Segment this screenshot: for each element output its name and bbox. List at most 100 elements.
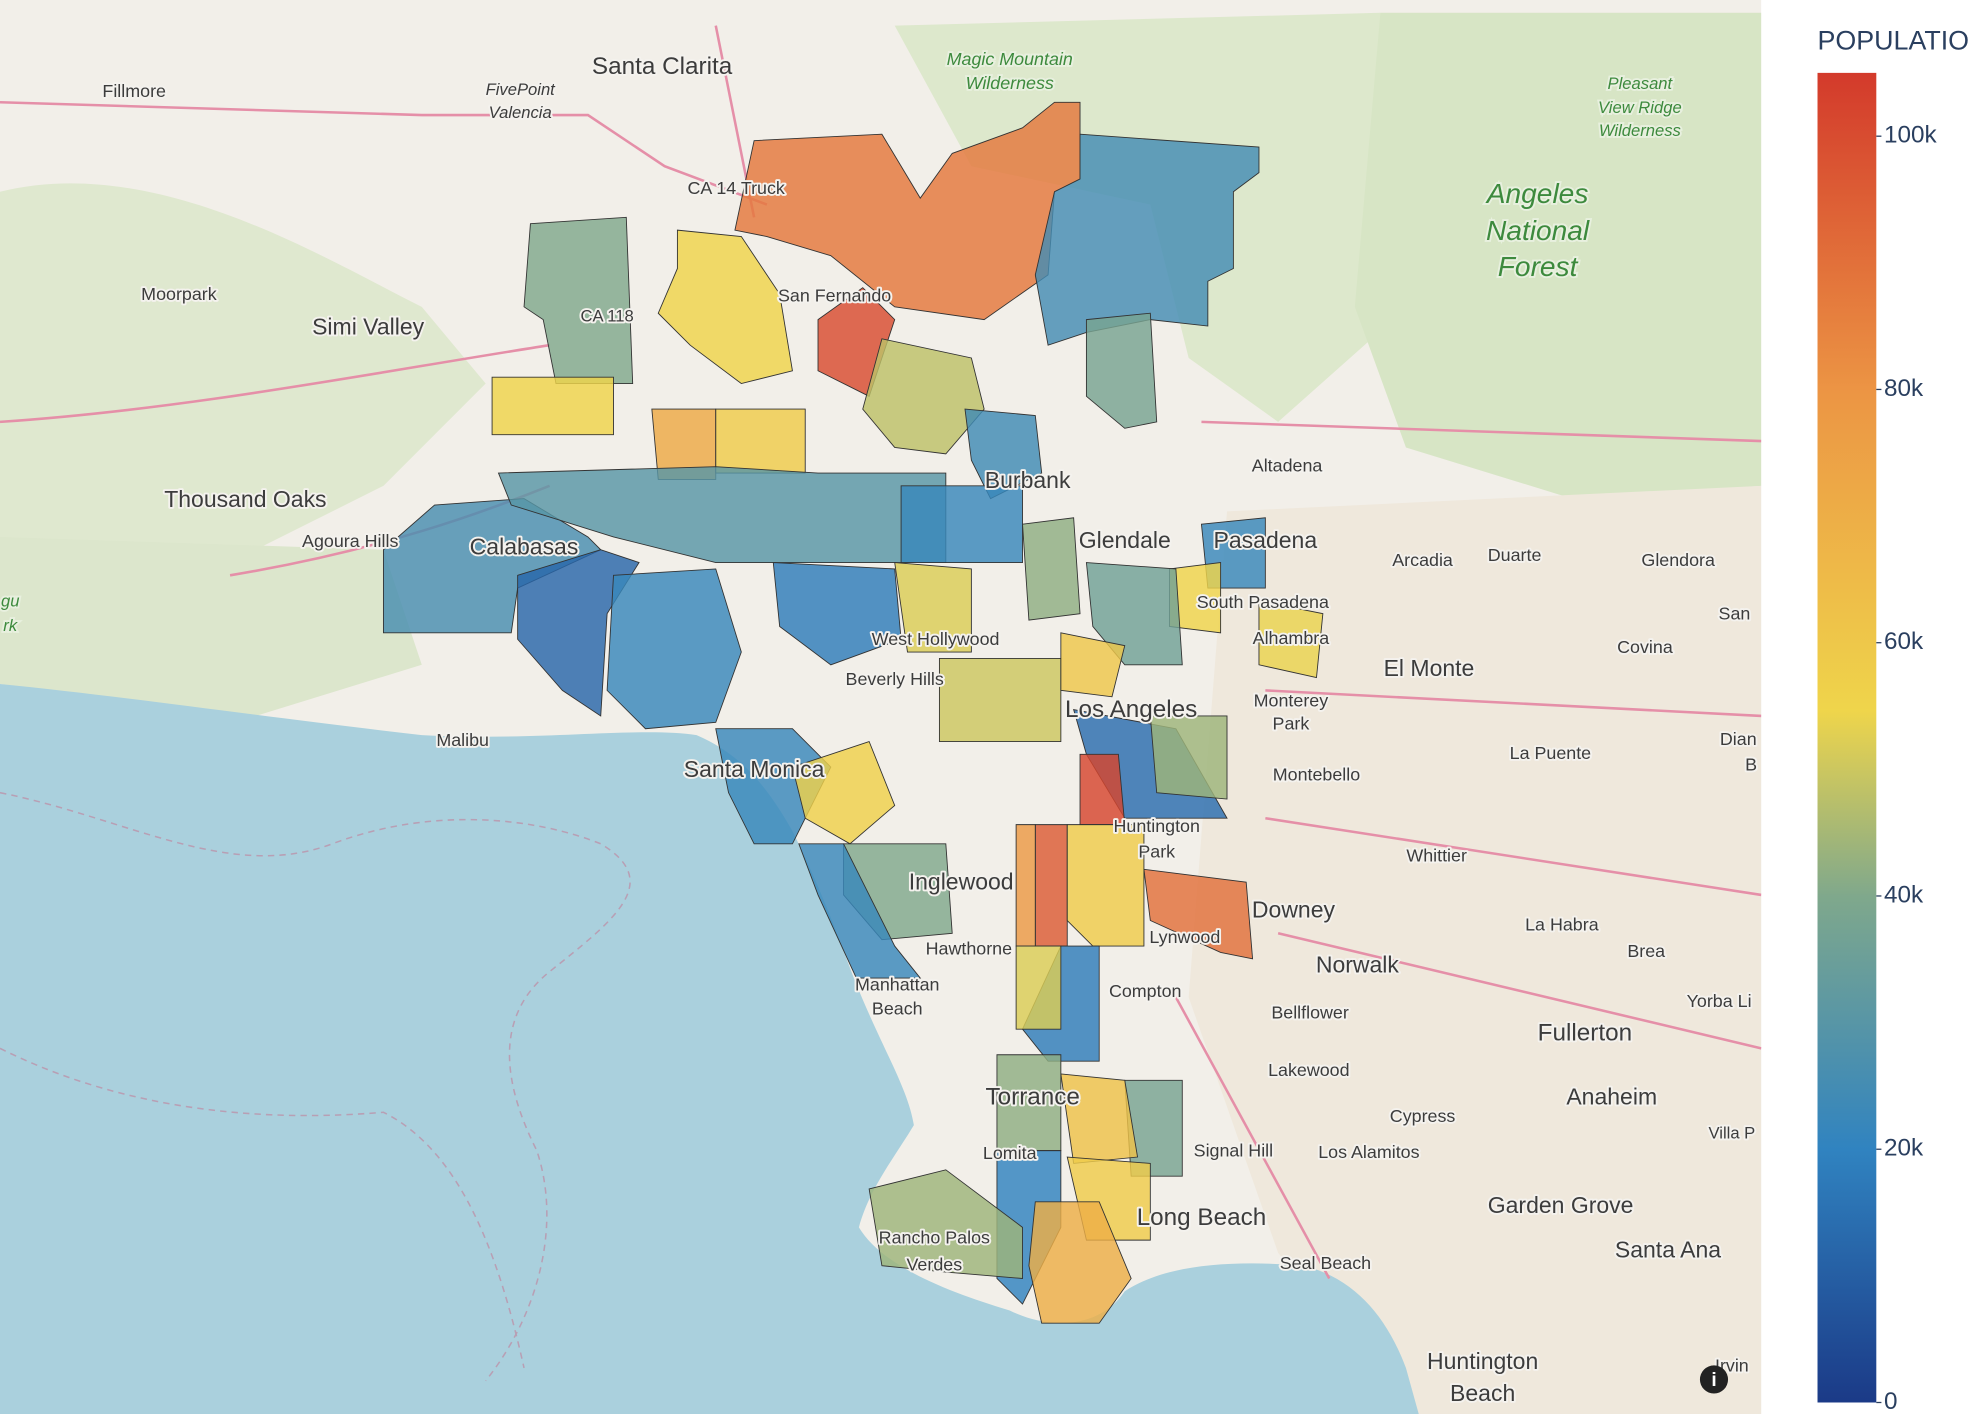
place-label: Huntington [1427, 1348, 1538, 1374]
place-label: Lomita [983, 1143, 1037, 1163]
region [894, 562, 972, 653]
place-label: B [1745, 755, 1757, 775]
park-area [0, 183, 486, 601]
place-label: Manhattan [855, 974, 939, 994]
place-label: Long Beach [1137, 1204, 1267, 1231]
place-label: San [1719, 604, 1751, 624]
region [1015, 945, 1062, 1030]
region [1079, 753, 1126, 826]
region [1143, 868, 1254, 960]
region [657, 229, 793, 385]
region [1060, 1073, 1139, 1164]
place-label: La Habra [1525, 914, 1599, 934]
place-label: San Fernando [778, 285, 891, 305]
regions [382, 101, 1324, 1324]
place-label: Glendora [1641, 550, 1715, 570]
place-label: Altadena [1252, 455, 1323, 475]
place-label: Duarte [1488, 545, 1542, 565]
place-label: Thousand Oaks [164, 486, 326, 512]
forest-area [1354, 12, 1762, 499]
region [715, 408, 806, 474]
place-label: Wilderness [966, 73, 1054, 93]
place-label: Fillmore [102, 81, 166, 101]
place-label: Monterey [1254, 691, 1329, 711]
place-label: Garden Grove [1488, 1192, 1634, 1218]
place-label: Malibu [436, 730, 489, 750]
colorbar: POPULATIO 0 20k 40k 60k 80k 100k [1817, 25, 1969, 1414]
place-label: Covina [1617, 637, 1673, 657]
place-label: Hawthorne [926, 939, 1012, 959]
place-label: Agoura Hills [302, 531, 398, 551]
region [900, 485, 1023, 563]
region [791, 740, 896, 845]
place-label: Verdes [906, 1254, 962, 1274]
place-label: Montebello [1273, 765, 1360, 785]
place-label: FivePoint [486, 80, 557, 99]
place-label: CA 118 [580, 306, 633, 325]
region [862, 338, 985, 455]
place-label: Huntington [1113, 816, 1199, 836]
place-label: Calabasas [470, 534, 579, 560]
place-label: Los Angeles [1065, 696, 1197, 723]
place-label: Los Alamitos [1318, 1142, 1419, 1162]
place-label: South Pasadena [1197, 592, 1329, 612]
place-label: gu [1, 592, 19, 611]
region [715, 728, 832, 845]
place-label: Alhambra [1253, 628, 1330, 648]
place-label: Pleasant [1608, 74, 1674, 93]
place-label: West Hollywood [872, 629, 1000, 649]
place-label: Beverly Hills [846, 669, 944, 689]
info-button[interactable] [1699, 1365, 1729, 1394]
urban-area [1188, 485, 1762, 1414]
place-label: Compton [1109, 981, 1182, 1001]
place-label: Glendale [1079, 527, 1171, 553]
place-label: Park [1138, 841, 1175, 861]
region [798, 843, 922, 979]
place-label: Wilderness [1599, 121, 1681, 140]
place-label: Brea [1627, 941, 1665, 961]
region [1066, 824, 1145, 947]
place-label: Park [1273, 714, 1310, 734]
place-label: rk [3, 616, 18, 635]
place-label: Fullerton [1538, 1020, 1632, 1047]
ocean [0, 683, 1419, 1414]
region [606, 568, 742, 730]
region [1060, 632, 1126, 698]
place-label: Lakewood [1268, 1060, 1349, 1080]
info-icon: i [1711, 1370, 1716, 1391]
colorbar-tick-label: 60k [1884, 628, 1924, 655]
place-label: Magic Mountain [947, 49, 1073, 69]
colorbar-gradient [1817, 72, 1877, 1403]
region [1034, 133, 1260, 346]
place-label: Angeles [1485, 178, 1589, 209]
region [1034, 824, 1068, 947]
maritime-boundary [0, 1047, 525, 1369]
place-label: Rancho Palos [879, 1228, 990, 1248]
place-label: Valencia [489, 103, 552, 122]
region [1085, 562, 1183, 666]
place-label: CA 14 Truck [688, 178, 785, 198]
place-label: Burbank [985, 467, 1071, 493]
place-label: Cypress [1390, 1106, 1456, 1126]
place-label: Beach [1450, 1380, 1515, 1406]
place-label: Forest [1498, 251, 1579, 282]
place-label: Torrance [986, 1084, 1080, 1111]
place-label: Arcadia [1392, 550, 1453, 570]
place-label: Pasadena [1214, 527, 1318, 553]
colorbar-tick-label: 40k [1884, 881, 1924, 908]
place-label: Beach [872, 999, 923, 1019]
maritime-boundary [0, 791, 631, 1382]
region [491, 376, 614, 436]
place-label: Santa Ana [1615, 1237, 1721, 1263]
place-label: Villa P [1708, 1123, 1755, 1142]
region [1258, 600, 1324, 679]
region [938, 657, 1062, 742]
place-label: Whittier [1406, 845, 1467, 865]
colorbar-tick-label: 80k [1884, 375, 1924, 402]
place-label: Bellflower [1271, 1003, 1349, 1023]
place-label: Santa Clarita [592, 53, 733, 80]
colorbar-tick-label: 20k [1884, 1135, 1924, 1162]
place-label: La Puente [1510, 743, 1592, 763]
